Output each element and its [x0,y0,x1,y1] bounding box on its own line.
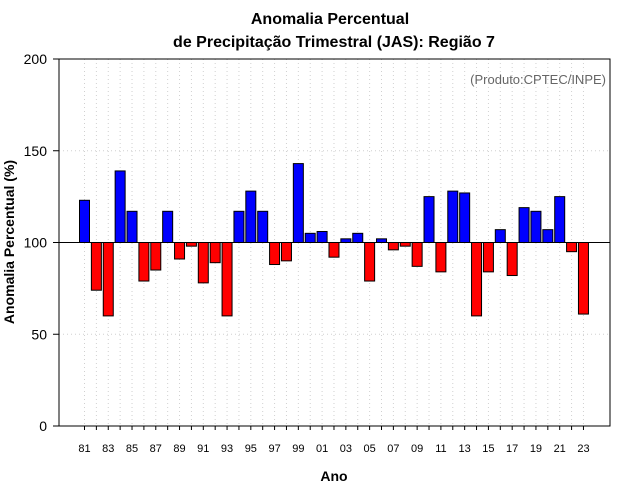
bar-2015 [482,242,494,273]
x-tick-label: 03 [340,443,352,455]
bar-2017 [506,242,518,277]
y-tick-label: 50 [31,326,47,342]
bar-1994 [233,210,245,243]
bar-2023 [577,242,589,315]
bar-1998 [280,242,292,262]
x-tick-label: 95 [245,443,257,455]
y-tick-label: 150 [24,143,48,159]
bar-1983 [102,242,114,317]
y-tick-label: 200 [24,51,48,67]
bar-1997 [269,242,281,266]
bar-1992 [209,242,221,264]
x-tick-label: 23 [577,443,589,455]
bar-2012 [447,190,459,243]
x-tick-label: 85 [126,443,138,455]
bar-1996 [257,210,269,243]
y-tick-label: 0 [39,418,47,434]
bar-2009 [411,242,423,267]
bar-1993 [221,242,233,317]
x-tick-label: 07 [387,443,399,455]
bar-2006 [376,238,387,244]
bar-1999 [292,163,304,243]
y-axis-label: Anomalia Percentual (%) [1,160,17,324]
x-tick-label: 19 [530,443,542,455]
x-tick-label: 91 [197,443,209,455]
bar-2016 [494,229,506,243]
bar-2021 [554,196,566,243]
bars [79,163,589,317]
bar-2003 [340,238,352,244]
bar-1991 [197,242,209,284]
x-tick-label: 09 [411,443,423,455]
source-label: (Produto:CPTEC/INPE) [470,72,606,87]
x-tick-label: 17 [506,443,518,455]
x-tick-label: 01 [316,443,328,455]
bar-1985 [126,210,138,243]
bar-2005 [364,242,376,282]
bar-1988 [162,210,174,243]
y-tick-label: 100 [24,235,48,251]
x-tick-label: 15 [482,443,494,455]
bar-2000 [304,232,316,243]
x-axis: 81 83 85 87 89 91 93 95 97 99 01 03 05 07 09 11 13 15 17 19… [78,426,590,455]
y-axis: 0 50 100 150 200 [24,51,59,434]
bar-1987 [150,242,162,271]
bar-2020 [542,229,554,243]
x-tick-label: 89 [173,443,185,455]
bar-2002 [328,242,340,258]
x-tick-label: 87 [150,443,162,455]
bar-2018 [518,207,530,243]
bar-1986 [138,242,150,282]
x-tick-label: 81 [78,443,90,455]
bar-2019 [530,210,542,243]
x-tick-label: 93 [221,443,233,455]
x-tick-label: 99 [292,443,304,455]
bar-2014 [471,242,483,317]
bar-2011 [435,242,447,273]
bar-2010 [423,196,435,243]
x-tick-label: 83 [102,443,114,455]
x-tick-label: 21 [554,443,566,455]
x-tick-label: 05 [363,443,375,455]
bar-1990 [185,242,197,247]
x-tick-label: 97 [268,443,280,455]
x-tick-label: 13 [459,443,471,455]
bar-1989 [174,242,186,260]
x-axis-label: Ano [320,468,347,484]
bar-2001 [316,230,328,244]
bar-1995 [245,190,257,243]
bar-1984 [114,170,126,243]
bar-2007 [387,242,399,251]
bar-2022 [566,242,578,253]
x-tick-label: 11 [435,443,446,455]
bar-2004 [352,232,364,243]
bar-1982 [90,242,102,291]
chart-title-line2: de Precipitação Trimestral (JAS): Região… [173,34,495,51]
bar-2008 [399,242,411,247]
chart-title-line1: Anomalia Percentual [251,11,409,28]
bar-1981 [79,199,90,243]
bar-2013 [459,192,471,243]
